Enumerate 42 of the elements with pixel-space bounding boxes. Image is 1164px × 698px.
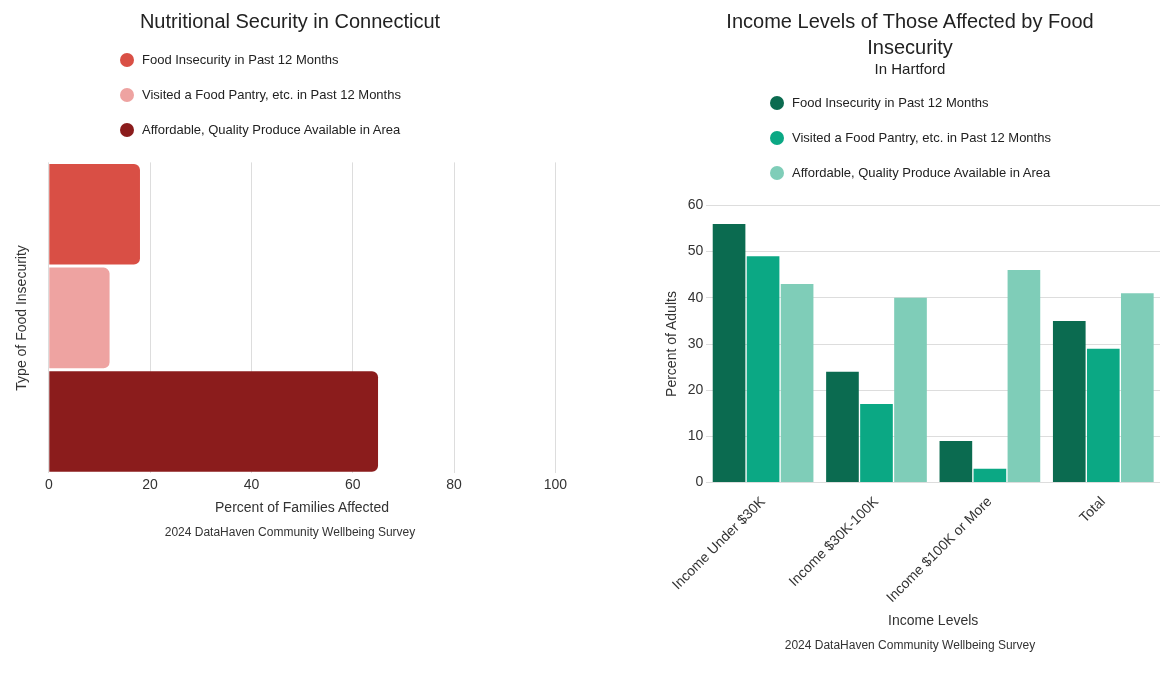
bar xyxy=(49,371,379,472)
x-tick-label: 20 xyxy=(142,475,159,492)
text: 2024 DataHaven Community Wellbeing Survey xyxy=(783,638,1037,652)
x-tick-label: 40 xyxy=(243,475,260,492)
x-axis-title: Percent of Families Affected xyxy=(215,499,390,516)
y-axis-title: Percent of Adults xyxy=(663,291,680,397)
legend-label: Affordable, Quality Produce Available in Area xyxy=(792,165,1051,180)
bar xyxy=(1052,320,1086,483)
bar xyxy=(894,297,927,483)
x-tick-label: 0 xyxy=(44,475,53,492)
chart-title: Nutritional Security in Connecticut xyxy=(138,9,442,34)
y-tick-label: 20 xyxy=(687,381,704,398)
bar xyxy=(49,267,110,369)
bar xyxy=(746,256,780,483)
y-tick-label: 10 xyxy=(687,427,704,444)
bar xyxy=(712,223,746,483)
y-tick-label: 60 xyxy=(687,196,704,213)
bar xyxy=(1007,270,1041,483)
bar xyxy=(780,283,814,483)
x-tick-label: 60 xyxy=(344,475,361,492)
chart-title: Income Levels of Those Affected by Food Insecurity xyxy=(725,9,1095,60)
bar xyxy=(860,404,893,483)
text: 2024 DataHaven Community Wellbeing Survey xyxy=(163,525,417,539)
y-tick-label: 40 xyxy=(687,288,704,305)
bar xyxy=(939,441,973,483)
bar xyxy=(1086,348,1120,483)
legend-label: Affordable, Quality Produce Available in Area xyxy=(142,122,401,137)
x-tick-label: 100 xyxy=(543,475,568,492)
bar xyxy=(973,468,1007,483)
y-tick-label: 50 xyxy=(687,242,704,259)
bar xyxy=(1120,293,1154,483)
legend-label: Visited a Food Pantry, etc. in Past 12 Months xyxy=(142,87,401,102)
bar xyxy=(826,371,859,483)
x-axis-title: Income Levels xyxy=(888,612,979,629)
x-tick-label: 80 xyxy=(446,475,463,492)
y-tick-label: 30 xyxy=(687,334,704,351)
bar xyxy=(49,163,140,265)
legend-label: Food Insecurity in Past 12 Months xyxy=(792,95,989,110)
legend-label: Visited a Food Pantry, etc. in Past 12 Months xyxy=(792,130,1051,145)
legend-label: Food Insecurity in Past 12 Months xyxy=(142,52,339,67)
chart-subtitle: In Hartford xyxy=(873,60,947,77)
y-axis-title: Type of Food Insecurity xyxy=(13,245,30,391)
